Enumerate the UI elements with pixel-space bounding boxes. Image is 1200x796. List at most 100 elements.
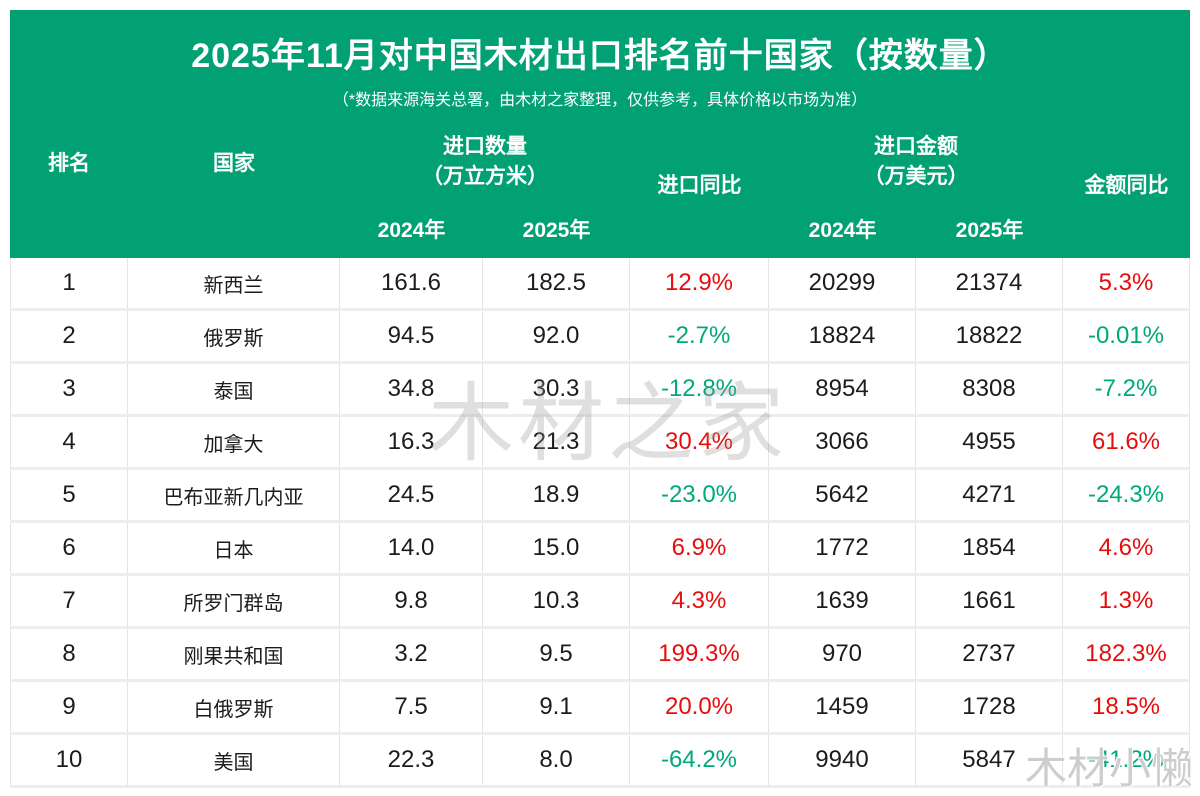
- table-row: 3 泰国 34.8 30.3 -12.8% 8954 8308 -7.2%: [10, 364, 1190, 417]
- qty-2025-cell: 21.3: [483, 417, 630, 467]
- rank-cell: 6: [10, 523, 128, 573]
- amt-2024-cell: 5642: [769, 470, 916, 520]
- rank-cell: 1: [10, 258, 128, 308]
- amt-yoy-cell: 61.6%: [1063, 417, 1190, 467]
- page-title: 2025年11月对中国木材出口排名前十国家（按数量）: [191, 37, 1009, 75]
- qty-yoy-cell: -23.0%: [630, 470, 769, 520]
- qty-2025-cell: 15.0: [483, 523, 630, 573]
- amount-group-unit: （万美元）: [863, 165, 969, 188]
- column-header-rank: 排名: [48, 152, 90, 175]
- qty-2024-cell: 22.3: [340, 735, 483, 785]
- qty-2024-cell: 3.2: [340, 629, 483, 679]
- amt-2025-cell: 5847: [916, 735, 1063, 785]
- rank-cell: 8: [10, 629, 128, 679]
- rank-cell: 4: [10, 417, 128, 467]
- qty-2024-cell: 7.5: [340, 682, 483, 732]
- amt-2024-cell: 1639: [769, 576, 916, 626]
- amt-2024-cell: 1772: [769, 523, 916, 573]
- amount-group-label: 进口金额: [874, 135, 958, 158]
- amt-2024-cell: 20299: [769, 258, 916, 308]
- country-cell: 加拿大: [128, 417, 340, 467]
- amt-2024-cell: 18824: [769, 311, 916, 361]
- table-row: 10 美国 22.3 8.0 -64.2% 9940 5847 -41.2%: [10, 735, 1190, 788]
- qty-2024-cell: 24.5: [340, 470, 483, 520]
- qty-yoy-cell: 199.3%: [630, 629, 769, 679]
- qty-2024-cell: 94.5: [340, 311, 483, 361]
- rank-cell: 10: [10, 735, 128, 785]
- country-cell: 巴布亚新几内亚: [128, 470, 340, 520]
- quantity-group-label: 进口数量: [443, 135, 527, 158]
- page-subtitle: （*数据来源海关总署，由木材之家整理，仅供参考，具体价格以市场为准）: [332, 92, 868, 109]
- amt-2025-cell: 18822: [916, 311, 1063, 361]
- amt-yoy-cell: -0.01%: [1063, 311, 1190, 361]
- amt-2025-cell: 8308: [916, 364, 1063, 414]
- amt-2025-cell: 4955: [916, 417, 1063, 467]
- amt-yoy-cell: 4.6%: [1063, 523, 1190, 573]
- title-block: 2025年11月对中国木材出口排名前十国家（按数量） （*数据来源海关总署，由木…: [10, 10, 1190, 110]
- amt-yoy-cell: 182.3%: [1063, 629, 1190, 679]
- amt-2025-cell: 4271: [916, 470, 1063, 520]
- country-cell: 俄罗斯: [128, 311, 340, 361]
- qty-2024-cell: 161.6: [340, 258, 483, 308]
- amt-2025-cell: 1661: [916, 576, 1063, 626]
- column-header-quantity-2025: 2025年: [522, 219, 591, 242]
- rank-cell: 5: [10, 470, 128, 520]
- table-row: 9 白俄罗斯 7.5 9.1 20.0% 1459 1728 18.5%: [10, 682, 1190, 735]
- table-row: 8 刚果共和国 3.2 9.5 199.3% 970 2737 182.3%: [10, 629, 1190, 682]
- qty-2025-cell: 8.0: [483, 735, 630, 785]
- qty-yoy-cell: 20.0%: [630, 682, 769, 732]
- qty-yoy-cell: -12.8%: [630, 364, 769, 414]
- table-header-block: 2025年11月对中国木材出口排名前十国家（按数量） （*数据来源海关总署，由木…: [10, 10, 1190, 258]
- country-cell: 日本: [128, 523, 340, 573]
- amt-yoy-cell: -7.2%: [1063, 364, 1190, 414]
- column-header-row: 排名 国家 进口数量 （万立方米） 进口同比 进口金额 （万美元） 金额同比 2…: [10, 110, 1190, 258]
- amt-yoy-cell: 18.5%: [1063, 682, 1190, 732]
- table-row: 1 新西兰 161.6 182.5 12.9% 20299 21374 5.3%: [10, 258, 1190, 311]
- column-header-quantity-group: 进口数量 （万立方米）: [340, 110, 630, 214]
- column-header-quantity-2024: 2024年: [377, 219, 446, 242]
- table-row: 4 加拿大 16.3 21.3 30.4% 3066 4955 61.6%: [10, 417, 1190, 470]
- qty-yoy-cell: -2.7%: [630, 311, 769, 361]
- column-header-amount-group: 进口金额 （万美元）: [769, 110, 1063, 214]
- amt-2024-cell: 3066: [769, 417, 916, 467]
- amt-2025-cell: 21374: [916, 258, 1063, 308]
- qty-2025-cell: 9.1: [483, 682, 630, 732]
- amt-yoy-cell: -24.3%: [1063, 470, 1190, 520]
- table-row: 7 所罗门群岛 9.8 10.3 4.3% 1639 1661 1.3%: [10, 576, 1190, 629]
- qty-yoy-cell: 12.9%: [630, 258, 769, 308]
- rank-cell: 9: [10, 682, 128, 732]
- qty-2024-cell: 16.3: [340, 417, 483, 467]
- column-header-amount-yoy: 金额同比: [1084, 174, 1169, 197]
- column-header-amount-2024: 2024年: [808, 219, 877, 242]
- qty-2025-cell: 9.5: [483, 629, 630, 679]
- amt-2024-cell: 1459: [769, 682, 916, 732]
- country-cell: 刚果共和国: [128, 629, 340, 679]
- amt-yoy-cell: 5.3%: [1063, 258, 1190, 308]
- qty-yoy-cell: 30.4%: [630, 417, 769, 467]
- table-panel: 2025年11月对中国木材出口排名前十国家（按数量） （*数据来源海关总署，由木…: [10, 10, 1193, 792]
- amt-2024-cell: 8954: [769, 364, 916, 414]
- amt-2025-cell: 2737: [916, 629, 1063, 679]
- amt-2024-cell: 970: [769, 629, 916, 679]
- quantity-group-unit: （万立方米）: [422, 165, 548, 188]
- country-cell: 所罗门群岛: [128, 576, 340, 626]
- table-body: 1 新西兰 161.6 182.5 12.9% 20299 21374 5.3% 2 俄罗斯 94.…: [10, 258, 1190, 788]
- amt-2025-cell: 1854: [916, 523, 1063, 573]
- rank-cell: 3: [10, 364, 128, 414]
- qty-2025-cell: 10.3: [483, 576, 630, 626]
- rank-cell: 2: [10, 311, 128, 361]
- qty-2024-cell: 14.0: [340, 523, 483, 573]
- qty-2024-cell: 9.8: [340, 576, 483, 626]
- qty-2025-cell: 92.0: [483, 311, 630, 361]
- qty-2025-cell: 18.9: [483, 470, 630, 520]
- country-cell: 泰国: [128, 364, 340, 414]
- column-header-amount-2025: 2025年: [955, 219, 1024, 242]
- qty-2024-cell: 34.8: [340, 364, 483, 414]
- qty-yoy-cell: 6.9%: [630, 523, 769, 573]
- amt-2025-cell: 1728: [916, 682, 1063, 732]
- country-cell: 白俄罗斯: [128, 682, 340, 732]
- qty-2025-cell: 182.5: [483, 258, 630, 308]
- amt-yoy-cell: -41.2%: [1063, 735, 1190, 785]
- amt-2024-cell: 9940: [769, 735, 916, 785]
